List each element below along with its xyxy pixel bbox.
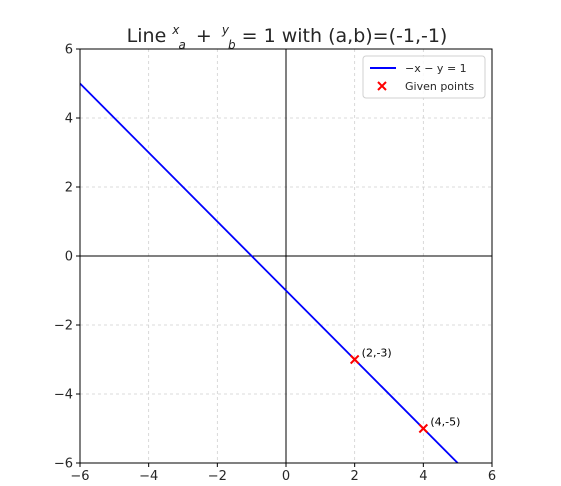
title-frac-y-num: y [221,23,230,37]
legend-box [362,55,486,99]
x-tick-label: −6 [70,469,89,484]
data-point-stroke [349,354,360,365]
chart-title: Line x a + y b = 1 with (a,b)=(-1,-1) [127,17,448,54]
y-tick-label: −2 [54,319,73,334]
title-plus: + [196,25,212,47]
x-tick-label: −4 [139,469,158,484]
legend: −x − y = 1 Given points [362,55,486,99]
legend-marker-swatch [377,81,387,91]
markers-layer: (2,-3) (4,-5) [349,347,460,434]
legend-marker-label: Given points [405,80,474,93]
y-tick-label: 2 [65,181,73,196]
x-tick-label: 6 [488,469,496,484]
y-tick-label: −6 [54,457,73,472]
y-tick-label: 6 [65,43,73,58]
y-tick-label: 4 [65,112,73,127]
x-tick-label: −2 [208,469,227,484]
data-label: (4,-5) [430,416,460,429]
data-point-stroke [418,423,429,434]
data-point [349,354,360,365]
x-tick-label: 0 [282,469,290,484]
title-frac-y-den: b [228,38,236,52]
title-frac-x-num: x [171,23,180,37]
title-suffix: = 1 with (a,b)=(-1,-1) [242,25,448,47]
y-tick-label: 0 [65,250,73,265]
series-layer [80,82,459,463]
title-frac-x-den: a [178,38,185,52]
legend-line-label: −x − y = 1 [405,62,467,75]
zero-axes [80,49,492,463]
data-point [418,423,429,434]
ticks: −6 −4 −2 0 2 4 6 −6 −4 −2 0 2 4 6 [54,43,496,485]
series-line [80,82,459,463]
x-tick-label: 2 [351,469,359,484]
data-label: (2,-3) [362,347,392,360]
title-prefix: Line [127,25,173,47]
y-tick-label: −4 [54,388,73,403]
x-tick-label: 4 [419,469,427,484]
